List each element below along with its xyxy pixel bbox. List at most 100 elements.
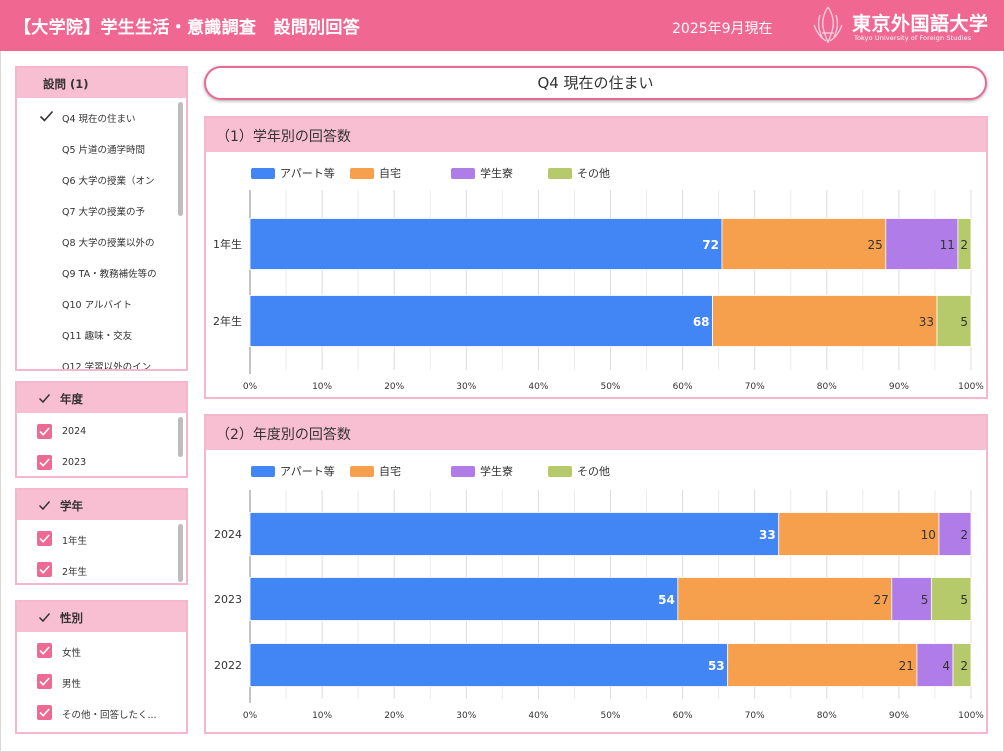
bar-segment[interactable]	[249, 577, 679, 621]
checkmark-icon	[39, 110, 54, 122]
bar-segment[interactable]	[938, 512, 972, 556]
x-tick-label: 50%	[600, 382, 620, 392]
gender-filter-header[interactable]: 性別	[17, 602, 186, 632]
question-option-label: Q11 趣味・交友	[62, 331, 133, 342]
bar-segment[interactable]	[778, 512, 940, 556]
grade-checkbox[interactable]	[37, 531, 52, 546]
check-icon	[39, 708, 50, 717]
year-filter-panel: 年度 2024 2023	[15, 381, 188, 478]
x-tick-label: 10%	[312, 711, 332, 721]
data-label: 54	[658, 593, 675, 607]
question-option[interactable]: Q5 片道の通学時間	[17, 133, 186, 164]
question-option[interactable]: Q8 大学の授業以外の	[17, 226, 186, 257]
legend-swatch	[350, 466, 374, 477]
gender-checkbox[interactable]	[37, 643, 52, 658]
question-option-label: Q7 大学の授業の予	[62, 207, 146, 218]
bar-segment[interactable]	[712, 295, 938, 347]
grade-list-scrollbar[interactable]	[178, 524, 183, 582]
bar-segment[interactable]	[957, 218, 972, 270]
gender-option[interactable]: その他・回答したく...	[17, 698, 186, 729]
legend-label: その他	[577, 465, 610, 478]
question-option[interactable]: Q7 大学の授業の予	[17, 195, 186, 226]
question-option-label: Q6 大学の授業（オン	[62, 176, 155, 187]
year-select-all-checkbox[interactable]	[37, 391, 52, 406]
x-tick-label: 90%	[889, 711, 909, 721]
legend-swatch	[350, 168, 374, 179]
bar-segment[interactable]	[885, 218, 959, 270]
data-label: 68	[693, 315, 710, 329]
bar-segment[interactable]	[930, 577, 972, 621]
data-label: 2	[960, 659, 968, 673]
grade-select-all-checkbox[interactable]	[37, 498, 52, 513]
gender-option[interactable]: 女性	[17, 636, 186, 667]
category-label: 2024	[214, 528, 242, 541]
bar-segment[interactable]	[952, 643, 972, 687]
legend-label: 学生寮	[480, 464, 513, 478]
x-tick-label: 80%	[817, 382, 837, 392]
legend-label: アパート等	[280, 166, 335, 180]
data-label: 5	[960, 315, 968, 329]
data-label: 2	[960, 528, 968, 542]
data-label: 33	[919, 315, 934, 329]
question-option[interactable]: Q4 現在の住まい	[17, 102, 186, 133]
year-option-label: 2024	[62, 426, 87, 437]
legend-swatch	[451, 466, 475, 477]
chart-section-by-grade: （1）学年別の回答数 アパート等 自宅 学生寮 その他 0% 10% 20% 30% 40% 50…	[204, 116, 988, 399]
grade-option[interactable]: 2年生	[17, 555, 186, 583]
gender-checkbox[interactable]	[37, 674, 52, 689]
gender-option-label: 女性	[62, 648, 82, 659]
bar-segment[interactable]	[936, 295, 972, 347]
x-tick-label: 60%	[673, 382, 693, 392]
bar-segment[interactable]	[249, 512, 780, 556]
question-list-scrollbar[interactable]	[178, 102, 183, 216]
gender-select-all-checkbox[interactable]	[37, 610, 52, 625]
university-emblem-icon	[813, 6, 843, 44]
gender-checkbox[interactable]	[37, 705, 52, 720]
year-option[interactable]: 2024	[17, 417, 186, 448]
bar-segment[interactable]	[891, 577, 932, 621]
year-filter-label: 年度	[60, 392, 83, 406]
chart-section-by-year: （2）年度別の回答数 アパート等 自宅 学生寮 その他 0% 10% 20% 30% 40% 50…	[204, 414, 988, 734]
data-label: 33	[759, 528, 776, 542]
bar-segment[interactable]	[249, 218, 723, 270]
grade-checkbox[interactable]	[37, 562, 52, 577]
data-label: 5	[960, 593, 968, 607]
bar-segment[interactable]	[721, 218, 887, 270]
year-list-scrollbar[interactable]	[178, 417, 183, 457]
check-icon	[39, 677, 50, 686]
question-option[interactable]: Q10 アルバイト	[17, 288, 186, 319]
university-logo: 東京外国語大学 Tokyo University of Foreign Stud…	[808, 3, 998, 47]
question-filter-panel: 設問 (1) Q4 現在の住まい Q5 片道の通学時間 Q6 大学の授業（オン Q7 …	[15, 66, 188, 371]
question-option[interactable]: Q12 学習以外のイン	[17, 350, 186, 369]
year-checkbox[interactable]	[37, 455, 52, 470]
year-filter-header[interactable]: 年度	[17, 383, 186, 413]
grade-filter-label: 学年	[60, 499, 83, 513]
bar-segment[interactable]	[249, 295, 713, 347]
grade-option[interactable]: 1年生	[17, 524, 186, 555]
category-label: 2023	[214, 593, 242, 606]
gender-option-label: 男性	[62, 679, 82, 690]
category-label: 2年生	[213, 314, 242, 328]
question-option[interactable]: Q6 大学の授業（オン	[17, 164, 186, 195]
grade-option-label: 2年生	[62, 567, 88, 578]
question-filter-header[interactable]: 設問 (1)	[17, 68, 186, 98]
legend-label: 学生寮	[480, 166, 513, 180]
bar-segment[interactable]	[727, 643, 918, 687]
bar-segment[interactable]	[249, 643, 729, 687]
bar-segment[interactable]	[916, 643, 954, 687]
gender-filter-panel: 性別 女性男性その他・回答したく...	[15, 600, 188, 734]
year-checkbox[interactable]	[37, 424, 52, 439]
gender-filter-label: 性別	[60, 611, 83, 625]
bar-segment[interactable]	[677, 577, 893, 621]
question-option[interactable]: Q9 TA・教務補佐等の	[17, 257, 186, 288]
grade-filter-panel: 学年 1年生 2年生	[15, 488, 188, 585]
gender-option[interactable]: 男性	[17, 667, 186, 698]
legend-label: その他	[577, 167, 610, 180]
year-option[interactable]: 2023	[17, 448, 186, 476]
x-tick-label: 100%	[958, 711, 984, 721]
grade-filter-header[interactable]: 学年	[17, 490, 186, 520]
gender-option-label: その他・回答したく...	[62, 710, 157, 721]
section-title-by-grade: （1）学年別の回答数	[216, 129, 351, 145]
data-label: 53	[708, 659, 725, 673]
question-option[interactable]: Q11 趣味・交友	[17, 319, 186, 350]
